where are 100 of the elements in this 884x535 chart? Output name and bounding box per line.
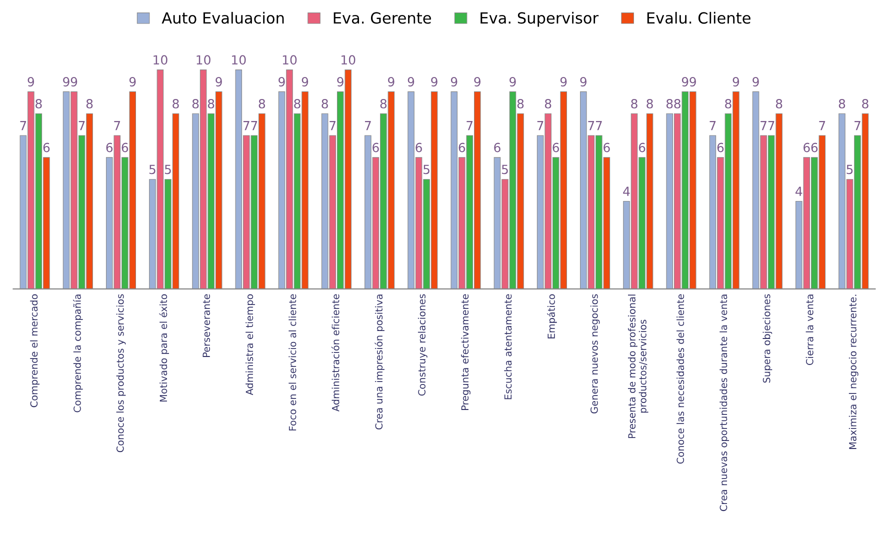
data-label: 10 (282, 55, 297, 65)
data-label: 8 (725, 98, 732, 108)
data-label: 9 (560, 77, 567, 87)
x-tick-label: Genera nuevos negocios (590, 294, 600, 414)
x-tick-label: Escucha atentamente (504, 294, 512, 400)
x-tick-label: Administración eficiente (331, 294, 340, 412)
data-label: 6 (604, 142, 610, 152)
data-label: 9 (70, 77, 78, 87)
data-label: 6 (372, 142, 379, 152)
data-label: 7 (588, 121, 594, 130)
x-tick-label: Cierra la venta (806, 294, 814, 365)
data-label: 7 (537, 121, 544, 130)
data-label: 7 (114, 121, 120, 130)
data-label: 7 (466, 121, 473, 130)
data-label: 8 (86, 98, 93, 108)
x-tick-label: Administra el tiempo (246, 294, 255, 396)
x-tick-label: Maximiza el negocio recurrente. (848, 294, 858, 449)
x-tick-label: Pregunta efectivamente (461, 294, 470, 410)
x-tick-label: Comprende el mercado (30, 294, 40, 408)
data-label: 9 (752, 77, 759, 87)
data-label: 9 (388, 77, 394, 87)
data-label: 8 (192, 98, 199, 108)
data-label: 4 (796, 186, 802, 196)
data-label: 10 (196, 55, 210, 65)
x-tick-label: Crea nuevas oportunidades durante la venta (720, 294, 730, 512)
data-label: 7 (710, 121, 716, 130)
data-label: 9 (63, 77, 70, 87)
data-label: 9 (431, 77, 438, 87)
data-label: 9 (408, 77, 414, 87)
data-label: 9 (129, 77, 136, 87)
legend-label: Auto Evaluacion (162, 12, 284, 24)
data-label: 9 (510, 77, 516, 87)
data-label: 6 (717, 142, 724, 152)
data-label: 8 (544, 98, 552, 108)
legend-label: Eva. Gerente (334, 12, 431, 24)
data-label: 8 (838, 98, 846, 108)
data-label: 10 (342, 55, 356, 65)
legend-label: Eva. Supervisor (480, 12, 599, 27)
data-label: 7 (596, 121, 602, 130)
data-label: 10 (232, 55, 246, 65)
data-label: 10 (154, 55, 168, 65)
data-label: 7 (854, 121, 860, 130)
data-label: 9 (732, 77, 740, 87)
data-label: 8 (294, 98, 300, 108)
data-label: 8 (631, 98, 638, 108)
data-label: 7 (78, 121, 85, 130)
x-tick-label: Foco en el servicio al cliente (288, 294, 296, 430)
data-label: 7 (768, 121, 774, 130)
data-label: 8 (258, 98, 266, 108)
x-tick-label: Presenta de modo profesional productos/servicios (628, 294, 648, 438)
data-label: 9 (278, 77, 285, 87)
data-label: 6 (494, 142, 500, 152)
data-label: 8 (322, 98, 328, 108)
data-label: 8 (380, 98, 387, 108)
data-label: 9 (302, 77, 308, 87)
x-tick-label: Construye relaciones (418, 294, 428, 396)
data-label: 6 (416, 142, 422, 152)
data-label: 7 (819, 121, 826, 130)
data-label: 8 (517, 98, 524, 108)
data-label: 6 (106, 142, 113, 152)
data-label: 9 (474, 77, 480, 87)
data-label: 4 (623, 186, 630, 196)
data-label: 7 (20, 121, 26, 130)
data-label: 7 (330, 121, 336, 130)
data-label: 9 (450, 77, 458, 87)
data-label: 7 (251, 121, 258, 130)
data-label: 6 (804, 142, 810, 152)
x-tick-label: Comprende la compañía (73, 294, 83, 412)
x-tick-label: Empático (547, 294, 557, 338)
data-label: 5 (424, 164, 430, 174)
data-label: 7 (760, 121, 766, 130)
x-tick-label: Conoce los productos y servicios (116, 294, 126, 452)
data-label: 7 (243, 121, 250, 130)
x-tick-label: Supera objeciones (762, 294, 772, 383)
data-label: 8 (646, 98, 653, 108)
data-label: 7 (364, 121, 371, 130)
data-label: 5 (149, 164, 156, 174)
data-label: 5 (846, 164, 853, 174)
x-tick-label: Crea una impresión positiva (374, 294, 384, 430)
data-label: 6 (638, 142, 646, 152)
legend-label: Evalu. Cliente (647, 12, 750, 24)
data-label: 9 (580, 77, 587, 87)
data-label: 6 (43, 142, 50, 152)
x-tick-label: Motivado para el éxito (159, 294, 169, 402)
data-label: 9 (337, 77, 344, 87)
data-label: 6 (122, 142, 128, 152)
data-label: 9 (682, 77, 688, 87)
x-tick-label: Conoce las necesidades del cliente (676, 294, 684, 464)
data-label: 8 (208, 98, 214, 108)
data-label: 8 (666, 98, 673, 108)
data-label: 6 (811, 142, 818, 152)
data-label: 5 (164, 164, 171, 174)
data-label: 8 (36, 98, 42, 108)
data-label: 5 (502, 164, 508, 174)
data-label: 8 (674, 98, 680, 108)
data-label: 8 (172, 98, 179, 108)
data-label: 9 (690, 77, 696, 87)
data-label: 8 (776, 98, 782, 108)
x-tick-label: Perseverante (202, 294, 210, 357)
data-label: 8 (862, 98, 868, 108)
